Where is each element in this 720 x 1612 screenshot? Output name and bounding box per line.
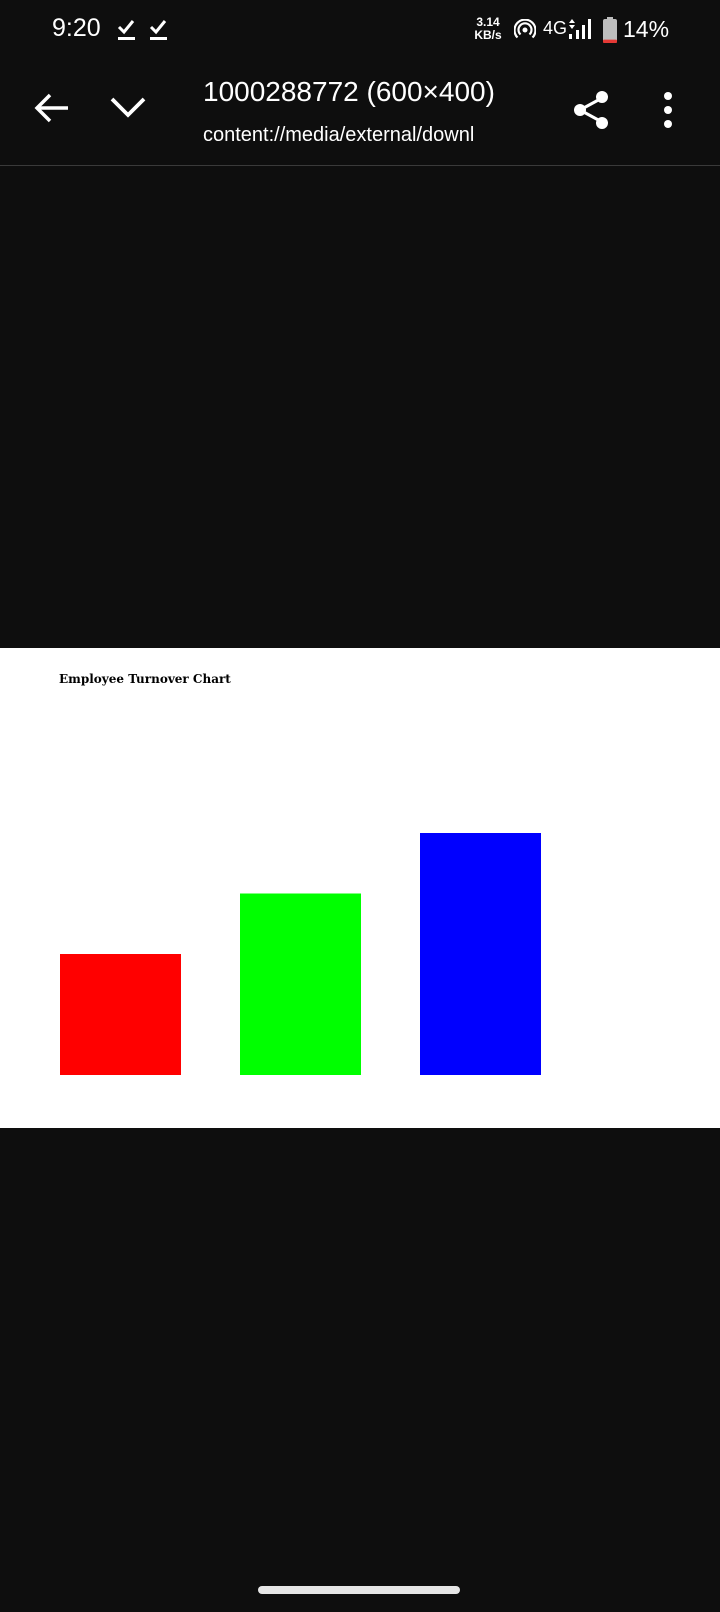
net-speed-value: 3.14 bbox=[476, 15, 500, 29]
home-indicator[interactable] bbox=[258, 1586, 460, 1594]
network-type: 4G bbox=[543, 18, 568, 38]
file-title: 1000288772 (600×400) bbox=[203, 76, 495, 107]
bar-chart bbox=[60, 833, 541, 1075]
battery-icon bbox=[603, 17, 617, 43]
app-toolbar: 1000288772 (600×400) content://media/ext… bbox=[0, 62, 720, 166]
chart-title: Employee Turnover Chart bbox=[59, 672, 231, 686]
bar-2 bbox=[240, 893, 361, 1075]
download-done-icon bbox=[149, 20, 167, 40]
download-done-icon bbox=[117, 20, 135, 40]
net-speed-unit: KB/s bbox=[474, 28, 502, 42]
back-arrow-icon[interactable] bbox=[30, 86, 74, 130]
more-vert-icon[interactable] bbox=[650, 88, 686, 132]
bar-1 bbox=[60, 954, 181, 1075]
chevron-down-icon[interactable] bbox=[104, 86, 152, 130]
status-bar: 9:20 3.14 KB/s 4G bbox=[0, 0, 720, 62]
hotspot-icon bbox=[514, 19, 536, 39]
image-viewer[interactable]: Employee Turnover Chart bbox=[0, 166, 720, 1576]
battery-percent: 14% bbox=[623, 16, 670, 42]
status-time: 9:20 bbox=[52, 14, 101, 42]
chart-image: Employee Turnover Chart bbox=[0, 648, 720, 1128]
signal-icon bbox=[569, 19, 591, 39]
bar-3 bbox=[420, 833, 541, 1075]
share-icon[interactable] bbox=[570, 88, 614, 132]
net-speed: 3.14 KB/s bbox=[471, 16, 505, 42]
file-uri: content://media/external/downl bbox=[203, 124, 475, 146]
